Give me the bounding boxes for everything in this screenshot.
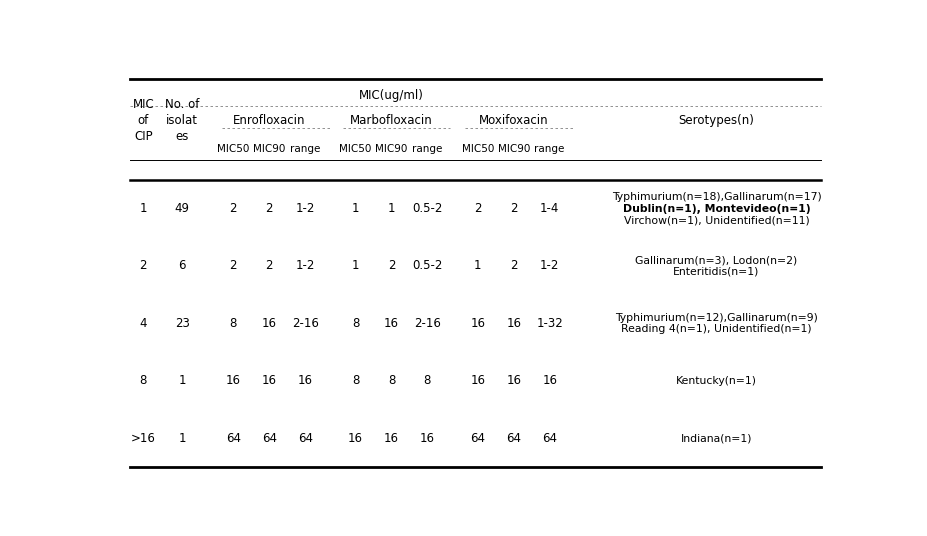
Text: MIC90: MIC90 xyxy=(253,144,286,154)
Text: Gallinarum(n=3), Lodon(n=2): Gallinarum(n=3), Lodon(n=2) xyxy=(635,255,797,265)
Text: 64: 64 xyxy=(261,431,276,444)
Text: Typhimurium(n=12),Gallinarum(n=9): Typhimurium(n=12),Gallinarum(n=9) xyxy=(615,312,817,323)
Text: 1: 1 xyxy=(351,259,359,272)
Text: Serotypes(n): Serotypes(n) xyxy=(678,114,754,126)
Text: No. of
isolat
es: No. of isolat es xyxy=(165,98,199,143)
Text: 2: 2 xyxy=(265,259,273,272)
Text: 16: 16 xyxy=(419,431,435,444)
Text: 1: 1 xyxy=(351,202,359,215)
Text: 1-2: 1-2 xyxy=(540,259,559,272)
Text: Typhimurium(n=18),Gallinarum(n=17): Typhimurium(n=18),Gallinarum(n=17) xyxy=(611,192,820,202)
Text: range: range xyxy=(534,144,565,154)
Text: 16: 16 xyxy=(225,374,240,387)
Text: Marbofloxacin: Marbofloxacin xyxy=(349,114,432,126)
Text: MIC(ug/ml): MIC(ug/ml) xyxy=(359,89,424,102)
Text: 49: 49 xyxy=(174,202,189,215)
Text: 64: 64 xyxy=(505,431,521,444)
Text: Indiana(n=1): Indiana(n=1) xyxy=(680,433,752,443)
Text: 1: 1 xyxy=(474,259,481,272)
Text: 16: 16 xyxy=(348,431,362,444)
Text: 16: 16 xyxy=(541,374,556,387)
Text: MIC
of
CIP: MIC of CIP xyxy=(133,98,154,143)
Text: 8: 8 xyxy=(229,317,236,330)
Text: 2: 2 xyxy=(265,202,273,215)
Text: 64: 64 xyxy=(470,431,485,444)
Text: 4: 4 xyxy=(139,317,146,330)
Text: 1: 1 xyxy=(178,431,185,444)
Text: Reading 4(n=1), Unidentified(n=1): Reading 4(n=1), Unidentified(n=1) xyxy=(620,324,811,334)
Text: 16: 16 xyxy=(470,317,485,330)
Text: 1-32: 1-32 xyxy=(536,317,563,330)
Text: 2: 2 xyxy=(229,202,236,215)
Text: Kentucky(n=1): Kentucky(n=1) xyxy=(675,376,756,386)
Text: MIC50: MIC50 xyxy=(461,144,493,154)
Text: 2: 2 xyxy=(387,259,395,272)
Text: 64: 64 xyxy=(541,431,556,444)
Text: Virchow(n=1), Unidentified(n=11): Virchow(n=1), Unidentified(n=11) xyxy=(623,215,808,225)
Text: 16: 16 xyxy=(384,431,399,444)
Text: 8: 8 xyxy=(351,317,359,330)
Text: 1: 1 xyxy=(139,202,146,215)
Text: 8: 8 xyxy=(387,374,395,387)
Text: 2: 2 xyxy=(510,202,517,215)
Text: range: range xyxy=(289,144,320,154)
Text: 8: 8 xyxy=(351,374,359,387)
Text: Enteritidis(n=1): Enteritidis(n=1) xyxy=(673,267,759,277)
Text: 64: 64 xyxy=(298,431,312,444)
Text: 64: 64 xyxy=(225,431,240,444)
Text: 16: 16 xyxy=(261,374,276,387)
Text: Moxifoxacin: Moxifoxacin xyxy=(478,114,548,126)
Text: 1-4: 1-4 xyxy=(540,202,559,215)
Text: 16: 16 xyxy=(261,317,276,330)
Text: 1-2: 1-2 xyxy=(295,202,314,215)
Text: Dublin(n=1), Montevideo(n=1): Dublin(n=1), Montevideo(n=1) xyxy=(622,204,809,213)
Text: 2-16: 2-16 xyxy=(413,317,440,330)
Text: MIC50: MIC50 xyxy=(339,144,372,154)
Text: 1: 1 xyxy=(178,374,185,387)
Text: 1: 1 xyxy=(387,202,395,215)
Text: 16: 16 xyxy=(470,374,485,387)
Text: >16: >16 xyxy=(131,431,156,444)
Text: 16: 16 xyxy=(298,374,312,387)
Text: 2: 2 xyxy=(139,259,146,272)
Text: 2: 2 xyxy=(229,259,236,272)
Text: MIC90: MIC90 xyxy=(375,144,407,154)
Text: 2-16: 2-16 xyxy=(291,317,318,330)
Text: 16: 16 xyxy=(384,317,399,330)
Text: 2: 2 xyxy=(474,202,481,215)
Text: MIC90: MIC90 xyxy=(497,144,529,154)
Text: 16: 16 xyxy=(505,317,521,330)
Text: 8: 8 xyxy=(424,374,431,387)
Text: 8: 8 xyxy=(139,374,146,387)
Text: 0.5-2: 0.5-2 xyxy=(412,202,442,215)
Text: Enrofloxacin: Enrofloxacin xyxy=(233,114,305,126)
Text: 0.5-2: 0.5-2 xyxy=(412,259,442,272)
Text: 1-2: 1-2 xyxy=(295,259,314,272)
Text: 16: 16 xyxy=(505,374,521,387)
Text: 6: 6 xyxy=(178,259,185,272)
Text: 23: 23 xyxy=(174,317,189,330)
Text: 2: 2 xyxy=(510,259,517,272)
Text: MIC50: MIC50 xyxy=(217,144,249,154)
Text: range: range xyxy=(412,144,442,154)
